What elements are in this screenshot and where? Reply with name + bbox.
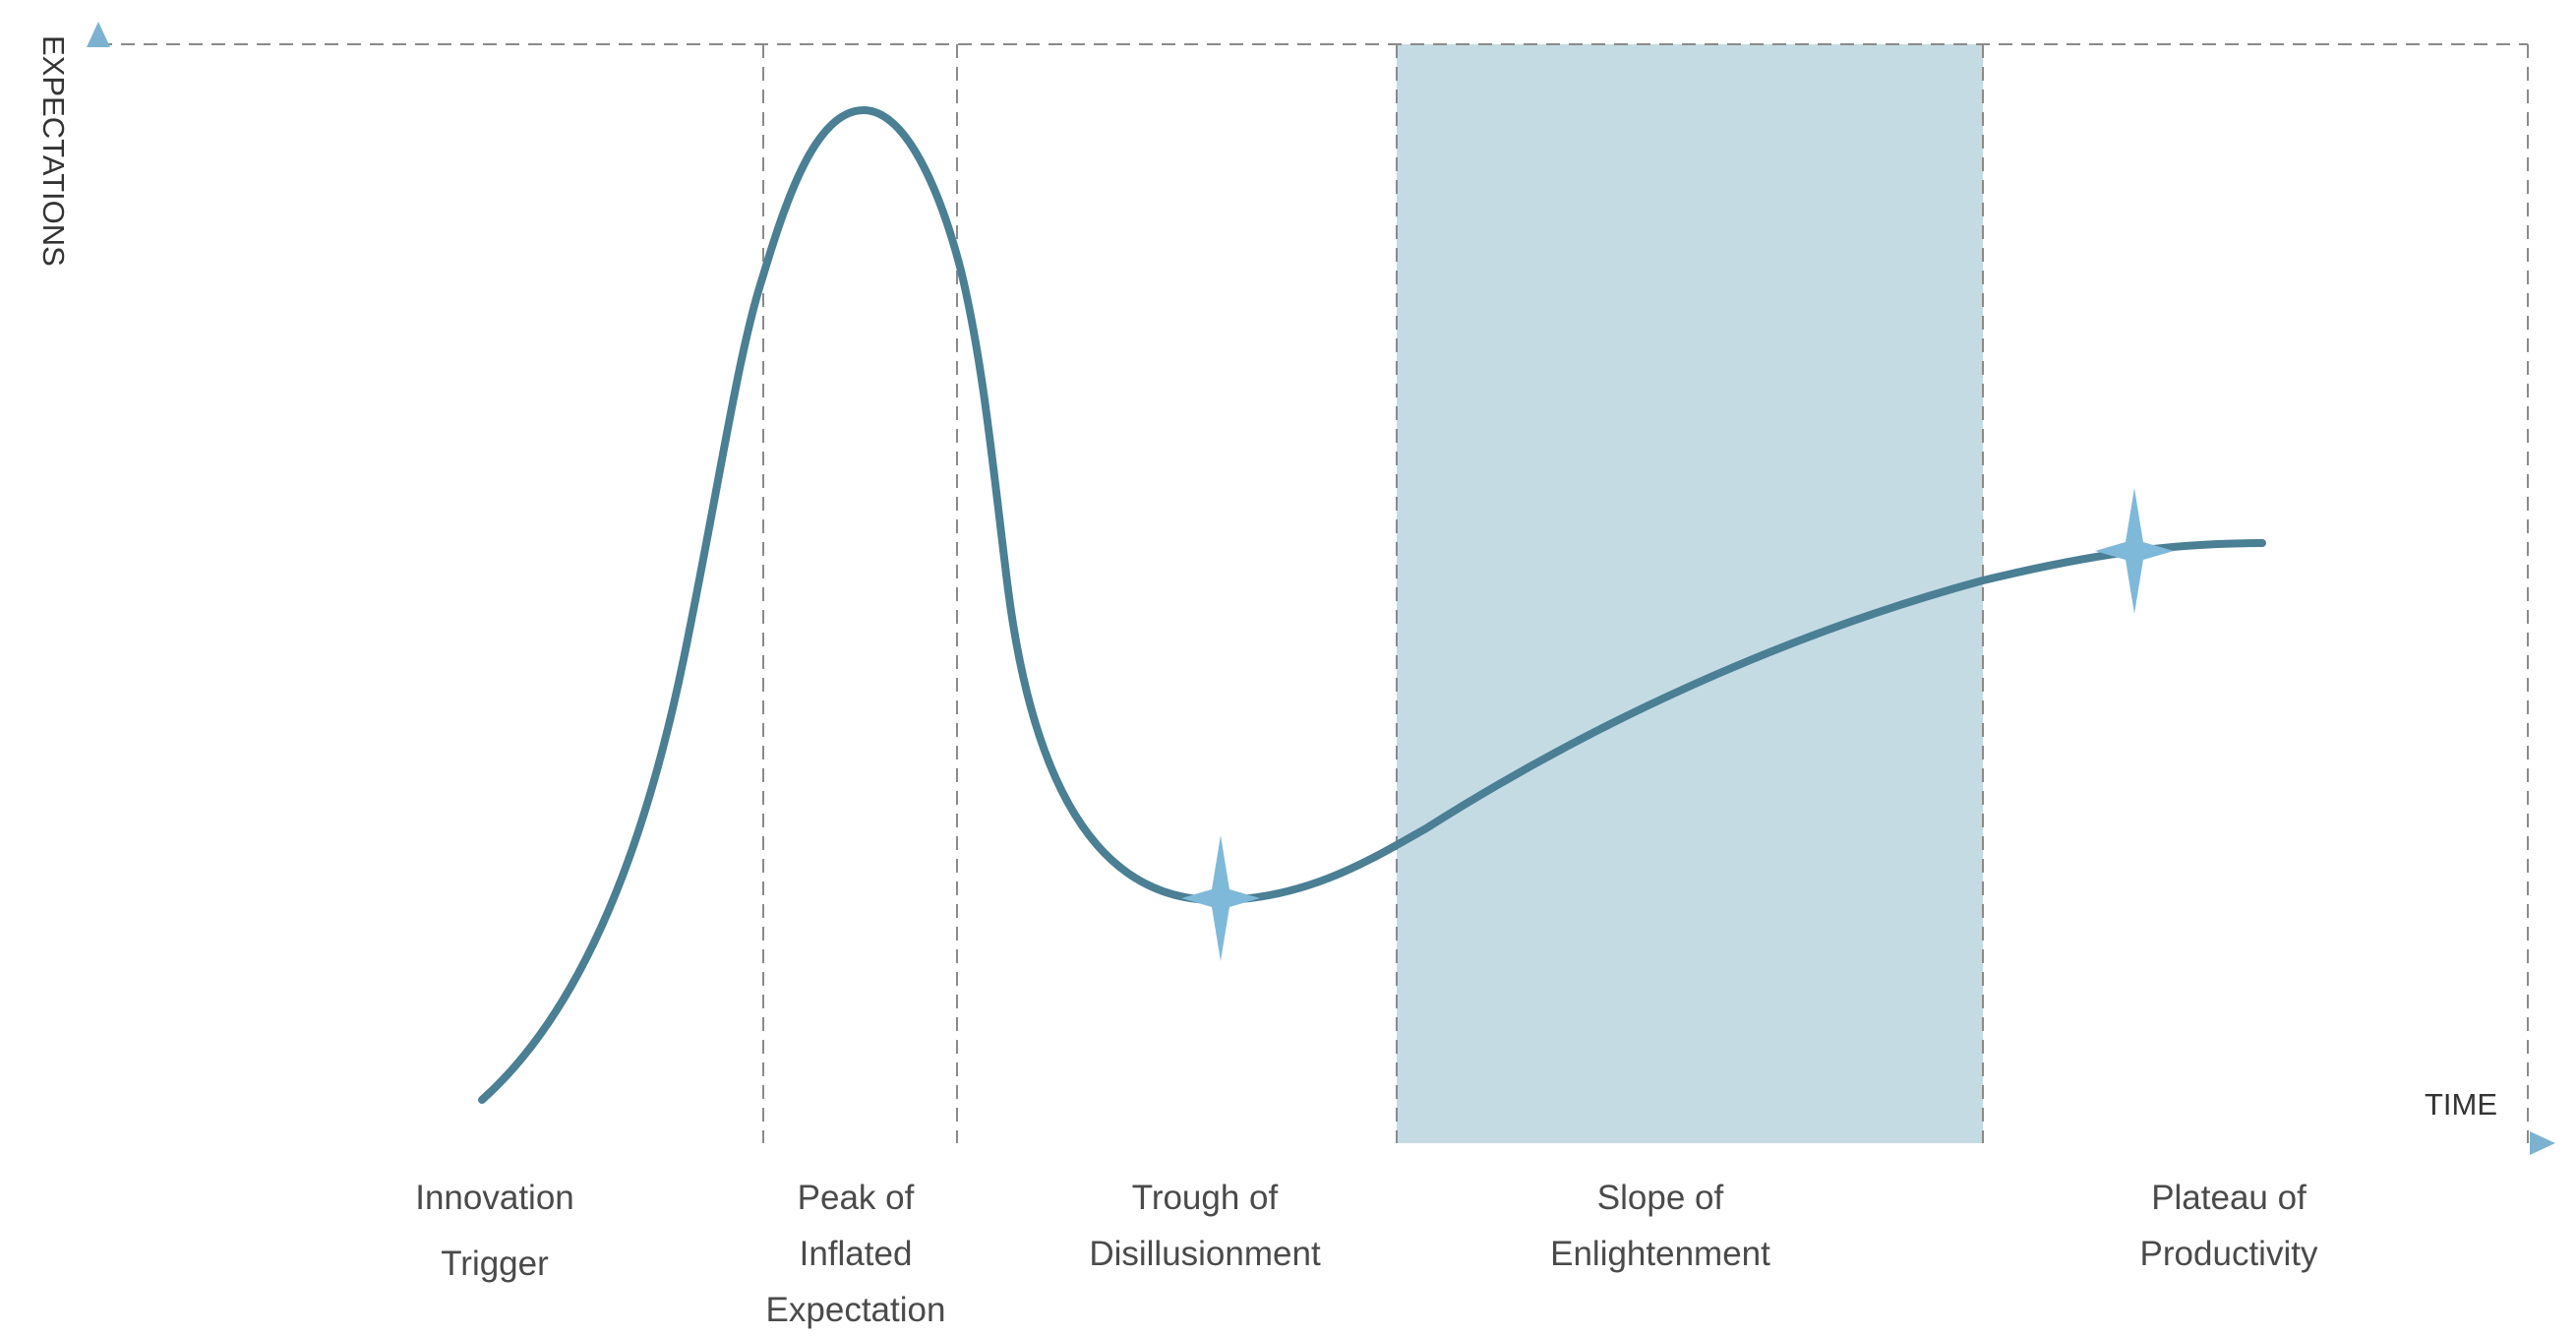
- label-peak-3: Expectation: [766, 1291, 946, 1329]
- x-axis-label: TIME: [2425, 1087, 2497, 1122]
- y-axis-label: EXPECTATIONS: [36, 35, 71, 267]
- slope-highlight-band: [1397, 44, 1983, 1143]
- label-peak-1: Peak of: [798, 1179, 915, 1217]
- label-slope-1: Slope of: [1597, 1179, 1724, 1217]
- plateau-star-icon: [2095, 488, 2174, 614]
- label-trough-1: Trough of: [1132, 1179, 1279, 1217]
- y-axis-arrow-icon: [87, 22, 110, 47]
- hype-curve: [478, 105, 2266, 1104]
- trough-star-icon: [1181, 835, 1260, 961]
- label-plateau-1: Plateau of: [2151, 1179, 2306, 1217]
- x-axis-arrow-icon: [2530, 1131, 2555, 1155]
- label-trough-2: Disillusionment: [1089, 1235, 1321, 1273]
- label-innovation-trigger-2: Trigger: [441, 1245, 549, 1283]
- label-innovation-trigger-1: Innovation: [415, 1179, 574, 1217]
- label-peak-2: Inflated: [800, 1235, 913, 1273]
- label-plateau-2: Productivity: [2140, 1235, 2318, 1273]
- label-slope-2: Enlightenment: [1550, 1235, 1770, 1273]
